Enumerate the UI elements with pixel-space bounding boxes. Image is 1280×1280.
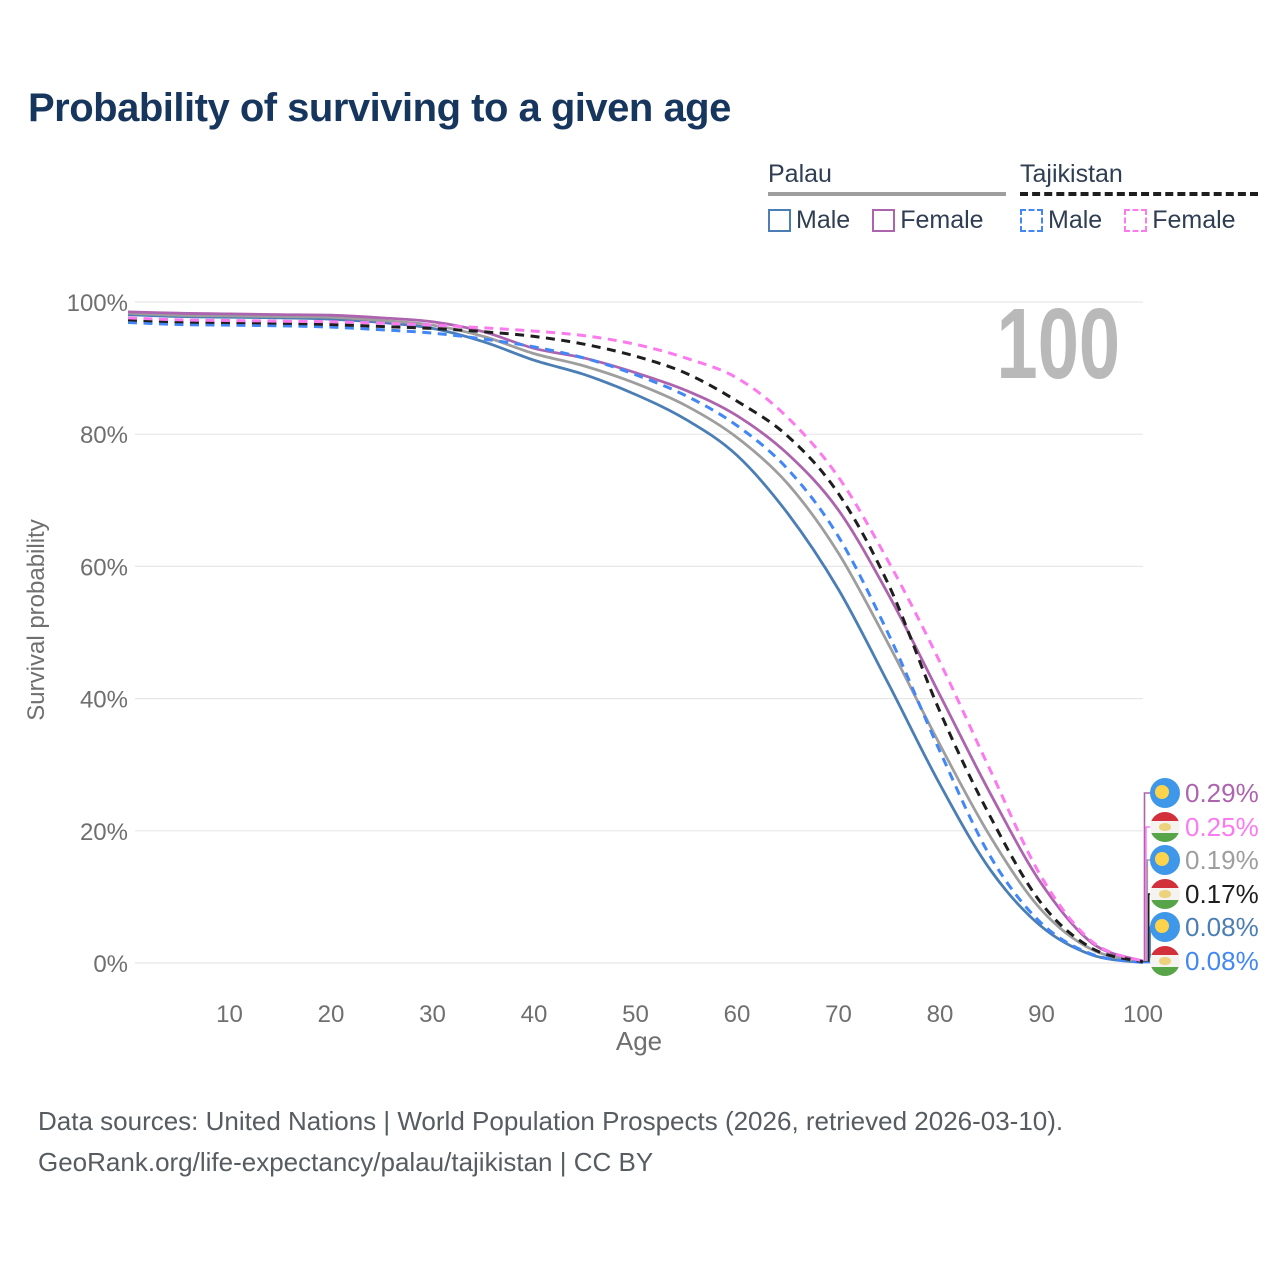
palau-flag-icon — [1150, 912, 1180, 942]
legend-label-tajikistan-female: Female — [1152, 206, 1236, 234]
legend-label-tajikistan-male: Male — [1048, 206, 1103, 234]
legend-item-tajikistan-male[interactable]: Male — [1020, 206, 1124, 235]
age-watermark: 100 — [997, 287, 1120, 400]
end-value-tajikistan-female: 0.25% — [1185, 811, 1259, 842]
legend-title-palau: Palau — [768, 160, 832, 188]
gridlines — [135, 301, 1143, 964]
source-url-line: GeoRank.org/life-expectancy/palau/tajiki… — [38, 1147, 654, 1177]
y-tick-label: 20% — [80, 819, 128, 846]
end-label-tajikistan-female: 0.25% — [1150, 811, 1259, 843]
x-tick-label: 40 — [521, 1001, 548, 1028]
legend-label-palau-female: Female — [900, 206, 984, 234]
x-tick-label: 100 — [1123, 1001, 1163, 1028]
curve-tajikistan-female[interactable] — [127, 316, 1144, 963]
x-axis-title: Age — [616, 1026, 662, 1056]
curve-palau-female[interactable] — [127, 310, 1144, 963]
end-label-palau-male: 0.08% — [1150, 911, 1259, 943]
x-tick-label: 20 — [318, 1001, 345, 1028]
y-axis-title: Survival probability — [23, 519, 50, 720]
y-tick-label: 80% — [80, 422, 128, 449]
end-value-palau-total: 0.19% — [1185, 844, 1259, 875]
y-tick-label: 100% — [67, 290, 128, 317]
x-tick-label: 70 — [825, 1001, 852, 1028]
palau-female-swatch — [872, 209, 896, 232]
end-label-palau-female: 0.29% — [1150, 777, 1259, 809]
legend-label-palau-male: Male — [796, 206, 851, 234]
end-label-tajikistan-male: 0.08% — [1150, 945, 1259, 977]
end-value-palau-female: 0.29% — [1185, 777, 1259, 808]
end-label-palau-total: 0.19% — [1150, 844, 1259, 876]
x-tick-label: 30 — [419, 1001, 446, 1028]
legend-item-tajikistan-female[interactable]: Female — [1124, 206, 1257, 235]
palau-line-style-swatch — [768, 192, 1006, 196]
curve-palau-male[interactable] — [127, 313, 1144, 964]
page-title: Probability of surviving to a given age — [28, 86, 731, 130]
y-tick-label: 60% — [80, 554, 128, 581]
survival-curves[interactable] — [127, 310, 1144, 964]
tajikistan-flag-icon — [1150, 946, 1180, 976]
tajikistan-male-swatch — [1020, 209, 1043, 232]
x-tick-label: 60 — [724, 1001, 751, 1028]
y-tick-label: 0% — [93, 951, 128, 978]
y-axis-tick-labels: 0% 20% 40% 60% 80% 100% — [67, 290, 128, 978]
legend-item-palau-female[interactable]: Female — [872, 206, 1005, 235]
data-source-line: Data sources: United Nations | World Pop… — [38, 1106, 1064, 1136]
curve-palau-total[interactable] — [127, 311, 1144, 964]
tajikistan-line-style-swatch — [1020, 192, 1258, 196]
legend-item-palau-male[interactable]: Male — [768, 206, 872, 235]
legend-title-tajikistan: Tajikistan — [1020, 160, 1123, 188]
x-tick-label: 80 — [927, 1001, 954, 1028]
palau-male-swatch — [768, 209, 791, 232]
y-tick-label: 40% — [80, 687, 128, 714]
end-label-tajikistan-total: 0.17% — [1150, 878, 1259, 910]
x-tick-label: 50 — [622, 1001, 649, 1028]
x-tick-label: 10 — [216, 1001, 243, 1028]
legend-group-tajikistan: Tajikistan Male Female — [1020, 160, 1258, 235]
tajikistan-flag-icon — [1150, 879, 1180, 909]
curve-tajikistan-male[interactable] — [127, 321, 1144, 964]
legend-group-palau: Palau Male Female — [768, 160, 1006, 235]
tajikistan-female-swatch — [1124, 209, 1148, 232]
end-value-tajikistan-total: 0.17% — [1185, 878, 1259, 909]
end-value-tajikistan-male: 0.08% — [1185, 945, 1259, 976]
palau-flag-icon — [1150, 845, 1180, 875]
x-tick-label: 90 — [1028, 1001, 1055, 1028]
end-value-palau-male: 0.08% — [1185, 911, 1259, 942]
attribution: Data sources: United Nations | World Pop… — [38, 1101, 1063, 1183]
tajikistan-flag-icon — [1150, 812, 1180, 842]
x-axis-tick-labels: 10 20 30 40 50 60 70 80 90 100 — [216, 1001, 1163, 1028]
survival-probability-chart[interactable]: 100 0% 20% 40% 60% 80% 100% 10 20 30 40 50 60 70 80 9… — [0, 270, 1280, 1080]
curve-tajikistan-total[interactable] — [127, 318, 1144, 964]
palau-flag-icon — [1150, 778, 1180, 808]
